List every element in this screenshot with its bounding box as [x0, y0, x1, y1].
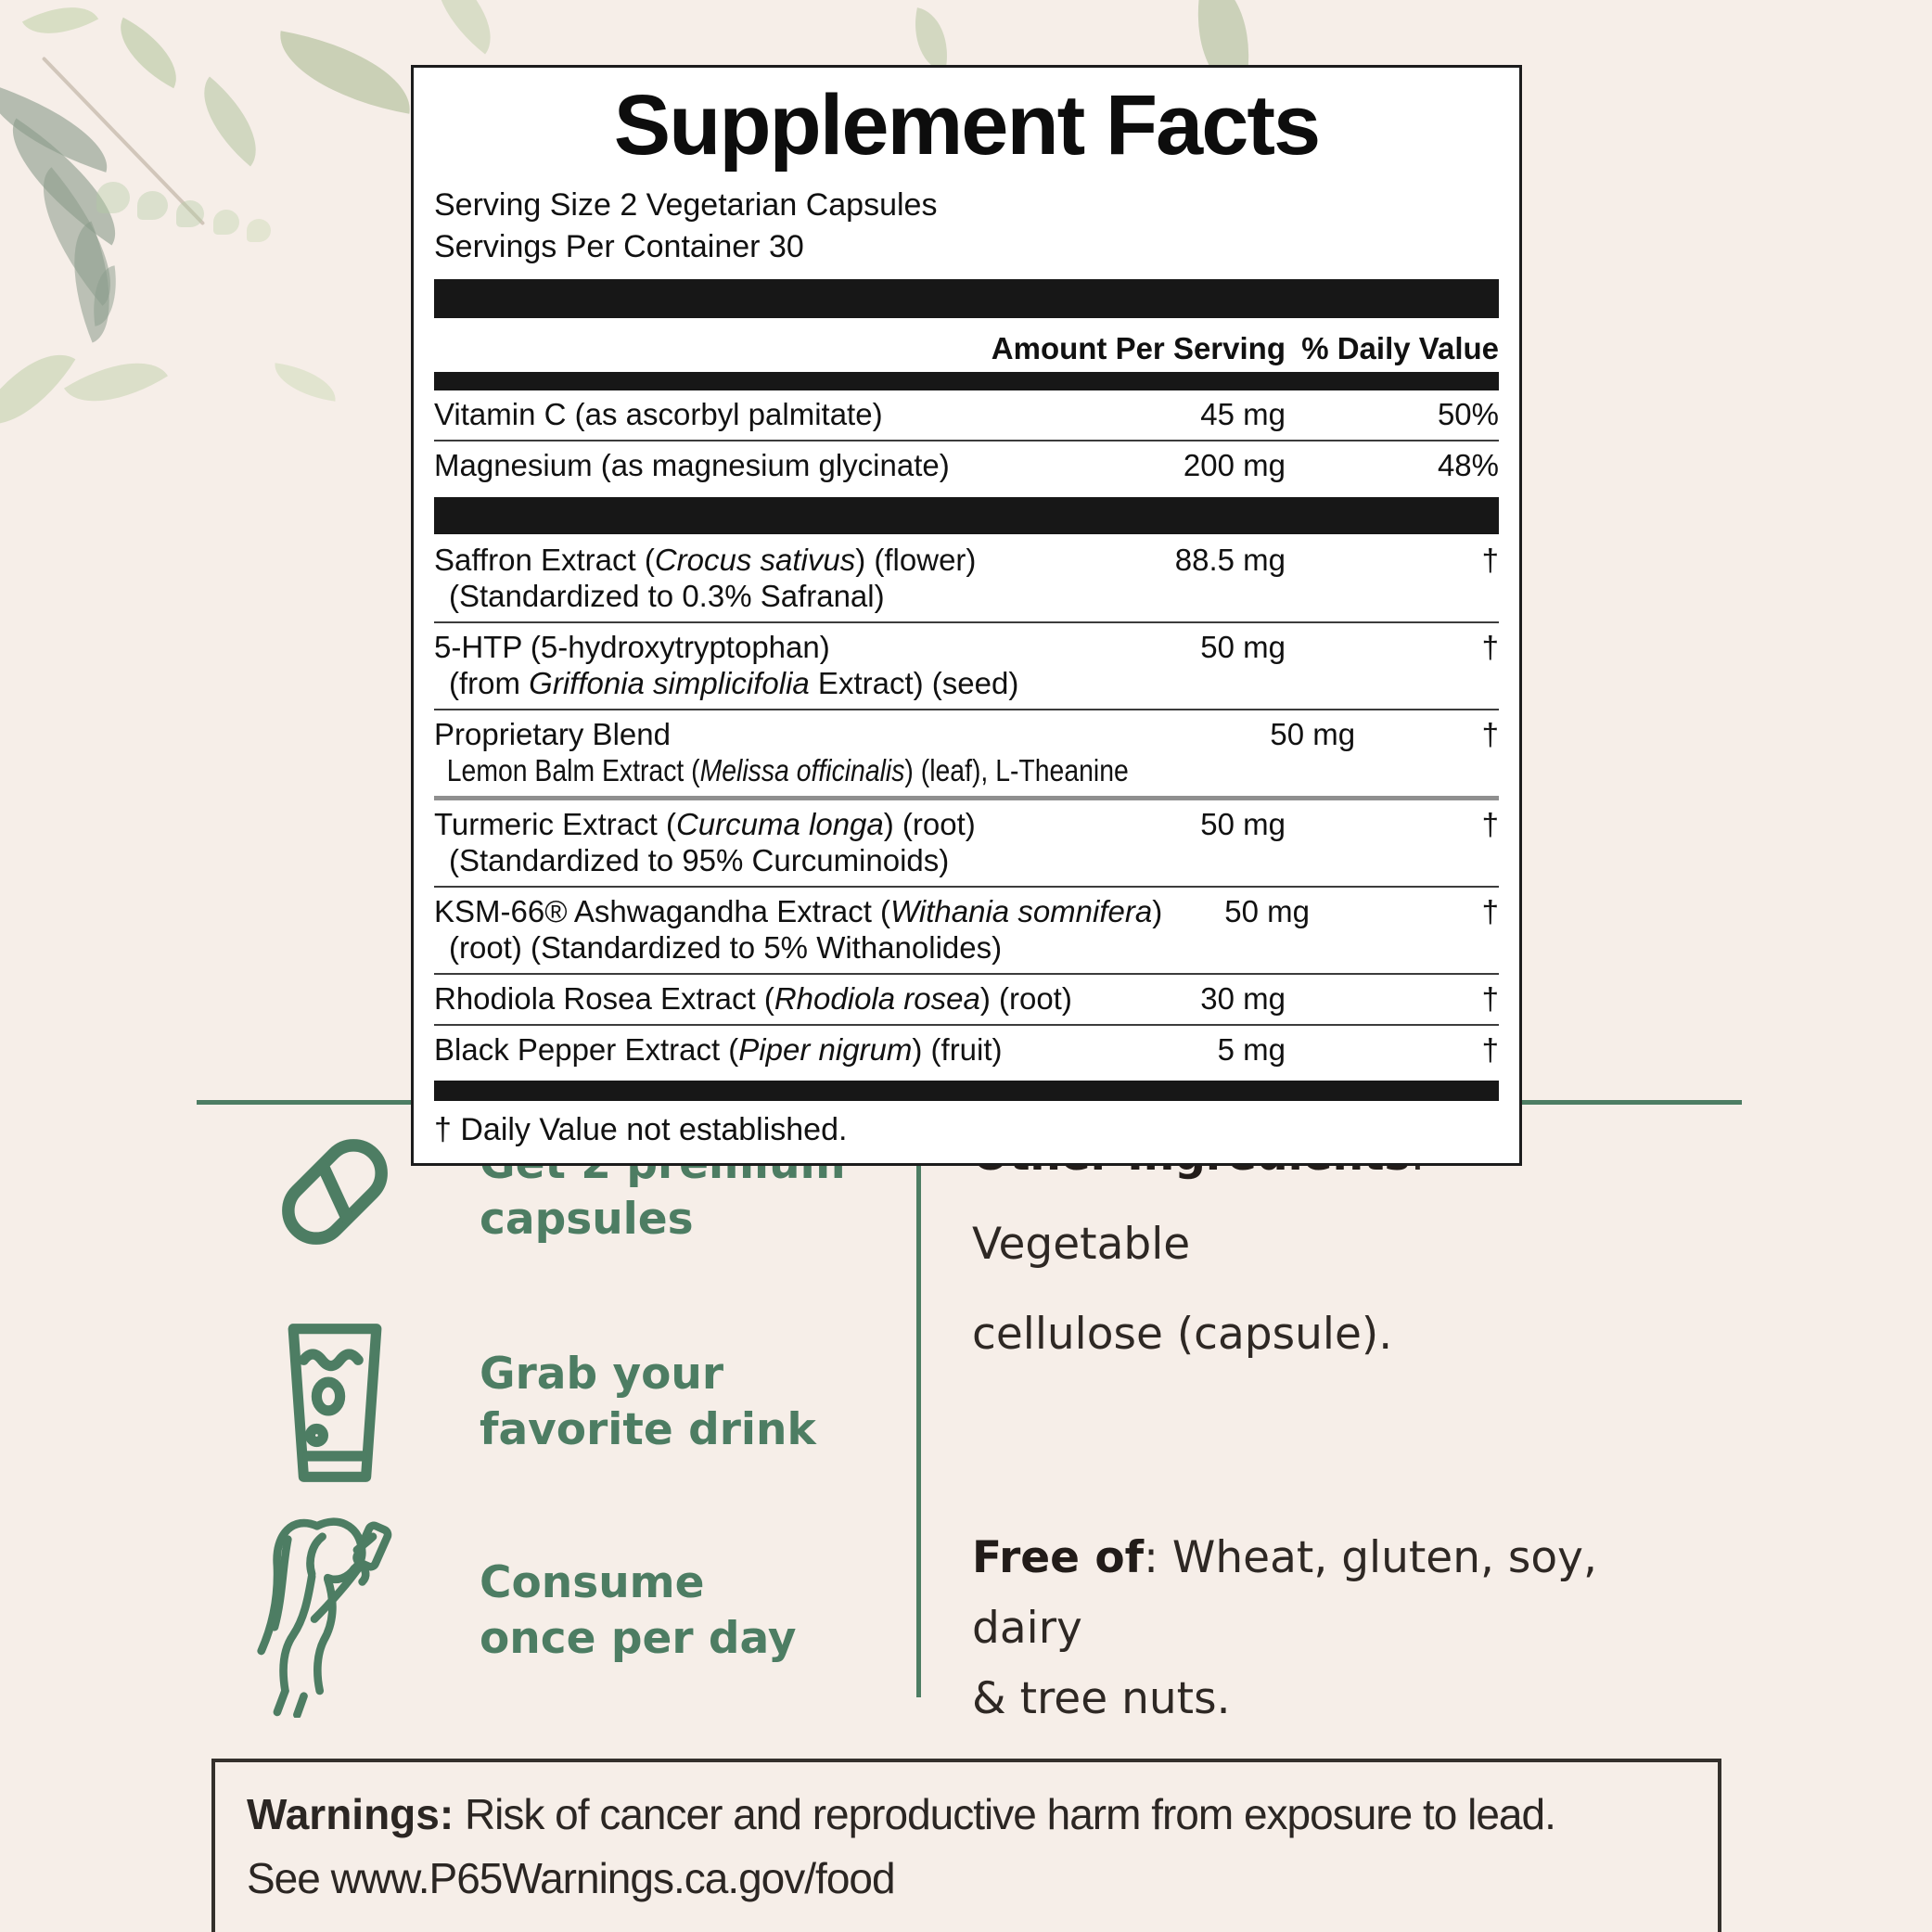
warnings-label: Warnings:: [247, 1790, 454, 1838]
woman-drinking-icon: [230, 1504, 439, 1718]
vertical-divider: [916, 1109, 921, 1697]
servings-per-container: Servings Per Container 30: [434, 228, 804, 264]
warnings-box: Warnings: Risk of cancer and reproductiv…: [211, 1759, 1721, 1932]
column-headers: Amount Per Serving % Daily Value: [434, 324, 1499, 372]
daily-value: †: [1481, 893, 1499, 928]
ingredient-subtext: (root) (Standardized to 5% Withanolides): [449, 929, 1003, 965]
table-row: Saffron Extract (Crocus sativus) (flower…: [434, 536, 1499, 621]
daily-value: †: [1481, 1031, 1499, 1067]
benefit-label: Grab your favorite drink: [480, 1348, 816, 1455]
amount-value: 5 mg: [1217, 1031, 1286, 1067]
leaf-icon: [270, 31, 420, 114]
ingredient-name: Vitamin C (as ascorbyl palmitate): [434, 396, 883, 431]
amount-value: 50 mg: [1200, 630, 1286, 665]
ingredient-name: Proprietary Blend Lemon Balm Extract (Mel…: [434, 717, 1129, 788]
eucalyptus-leaf-icon: [96, 182, 130, 213]
daily-value: 48%: [1437, 447, 1499, 482]
benefit-drink: Grab your favorite drink: [230, 1310, 816, 1495]
table-row: Proprietary Blend Lemon Balm Extract (Mel…: [434, 709, 1499, 796]
table-row: Vitamin C (as ascorbyl palmitate) 45 mg 50…: [434, 390, 1499, 440]
ingredient-name: Saffron Extract (Crocus sativus) (flower…: [434, 543, 1128, 615]
free-of: Free of: Wheat, gluten, soy, dairy & tre…: [972, 1532, 1597, 1725]
table-row: Magnesium (as magnesium glycinate) 200 mg…: [434, 439, 1499, 491]
ingredient-subtext: (Standardized to 0.3% Safranal): [449, 579, 885, 614]
amount-value: 30 mg: [1200, 980, 1286, 1016]
ingredient-name: Black Pepper Extract (Piper nigrum) (fru…: [434, 1031, 1003, 1067]
daily-value: †: [1481, 543, 1499, 578]
daily-value: †: [1481, 717, 1499, 752]
nutrient-rows: Vitamin C (as ascorbyl palmitate) 45 mg 50…: [434, 390, 1499, 491]
daily-value: †: [1481, 807, 1499, 842]
section-bar: [434, 371, 1499, 390]
amount-value: 45 mg: [1200, 396, 1286, 431]
section-bar: [434, 497, 1499, 535]
section-bar: [434, 1080, 1499, 1101]
daily-value: 50%: [1437, 396, 1499, 431]
amount-per-serving-header: Amount Per Serving: [991, 330, 1286, 365]
daily-value-header: % Daily Value: [1301, 330, 1499, 365]
ingredient-name: Rhodiola Rosea Extract (Rhodiola rosea) …: [434, 980, 1072, 1016]
ingredient-subtext: (from Griffonia simplicifolia Extract) (…: [449, 666, 1019, 701]
ingredient-subtext: Lemon Balm Extract (Melissa officinalis)…: [446, 753, 1129, 788]
benefit-label: Consume once per day: [480, 1556, 797, 1664]
leaf-icon: [105, 17, 192, 89]
ingredient-name: Turmeric Extract (Curcuma longa) (root)(…: [434, 807, 1128, 879]
table-row: KSM-66® Ashwagandha Extract (Withania so…: [434, 885, 1499, 973]
section-bar: [434, 278, 1499, 318]
leaf-icon: [182, 76, 278, 167]
glass-icon: [230, 1317, 439, 1489]
table-row: Rhodiola Rosea Extract (Rhodiola rosea) …: [434, 972, 1499, 1024]
panel-title: Supplement Facts: [613, 78, 1321, 173]
warnings-url: See www.P65Warnings.ca.gov/food: [247, 1854, 896, 1902]
ingredient-name: 5-HTP (5-hydroxytryptophan) (from Griffon…: [434, 630, 1128, 702]
amount-value: 50 mg: [1200, 807, 1286, 842]
table-row: Turmeric Extract (Curcuma longa) (root)(…: [434, 796, 1499, 886]
table-row: Black Pepper Extract (Piper nigrum) (fru…: [434, 1023, 1499, 1075]
amount-value: 200 mg: [1183, 447, 1286, 482]
supplement-facts-panel: Supplement Facts Serving Size 2 Vegetari…: [411, 65, 1522, 1166]
benefit-consume: Consume once per day: [230, 1504, 796, 1718]
leaf-icon: [64, 338, 168, 427]
capsule-icon: [230, 1122, 439, 1261]
leaf-icon: [905, 7, 957, 72]
serving-size: Serving Size 2 Vegetarian Capsules: [434, 186, 938, 223]
daily-value: †: [1481, 630, 1499, 665]
table-row: 5-HTP (5-hydroxytryptophan) (from Griffon…: [434, 621, 1499, 709]
ingredient-subtext: (Standardized to 95% Curcuminoids): [449, 843, 950, 878]
eucalyptus-leaf-icon: [176, 200, 204, 227]
eucalyptus-leaf-icon: [213, 210, 239, 235]
leaf-icon: [415, 0, 513, 55]
herbal-rows: Saffron Extract (Crocus sativus) (flower…: [434, 536, 1499, 1074]
leaf-icon: [21, 0, 99, 52]
daily-value: †: [1481, 980, 1499, 1016]
amount-value: 88.5 mg: [1174, 543, 1286, 578]
eucalyptus-leaf-icon: [137, 191, 168, 220]
leaf-icon: [271, 363, 339, 402]
ingredient-name: KSM-66® Ashwagandha Extract (Withania so…: [434, 893, 1163, 965]
amount-value: 50 mg: [1224, 893, 1311, 928]
eucalyptus-leaf-icon: [247, 219, 271, 242]
ingredient-name: Magnesium (as magnesium glycinate): [434, 447, 950, 482]
daily-value-footnote: † Daily Value not established.: [434, 1111, 848, 1147]
amount-value: 50 mg: [1270, 717, 1356, 752]
free-of-label: Free of: [972, 1532, 1145, 1583]
